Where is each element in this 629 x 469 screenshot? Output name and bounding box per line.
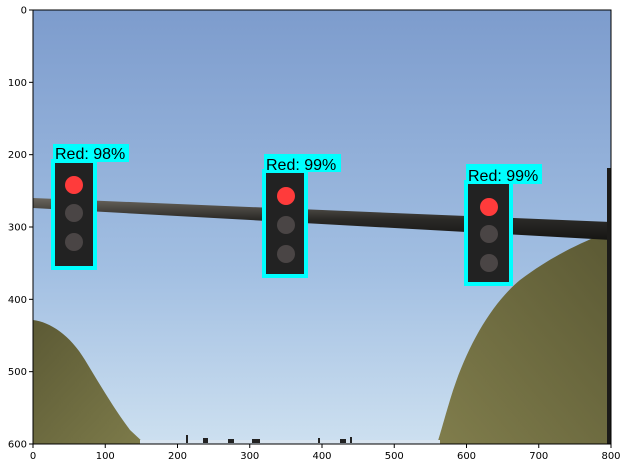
label-background [264,154,341,172]
label-background [466,164,542,184]
x-tick-label: 100 [96,451,115,462]
x-tick-label: 700 [529,451,548,462]
right-hill [437,230,611,444]
off-light-icon [277,216,295,234]
detection-2: Red: 99% [262,154,341,278]
x-tick-label: 600 [457,451,476,462]
y-tick-label: 500 [8,367,27,378]
red-light-icon [480,198,498,216]
red-light-icon [277,187,295,205]
left-hill [33,320,145,444]
label-background [53,144,129,162]
detection-label: Red: 98% [55,146,125,163]
detection-1: Red: 98% [51,144,129,270]
y-tick-label: 600 [8,440,27,451]
y-tick-label: 100 [8,78,27,89]
x-tick-label: 200 [168,451,187,462]
x-tick-label: 500 [385,451,404,462]
off-light-icon [65,204,83,222]
red-light-icon [65,176,83,194]
y-tick-label: 200 [8,150,27,161]
off-light-icon [480,254,498,272]
distant-structures [186,435,352,443]
pole-vertical [607,168,611,444]
y-tick-label: 0 [21,6,27,17]
detection-3: Red: 99% [464,164,542,286]
x-tick-label: 300 [240,451,259,462]
y-tick-label: 300 [8,223,27,234]
off-light-icon [65,233,83,251]
x-axis: 0 100 200 300 400 500 600 700 800 [30,444,621,462]
off-light-icon [480,225,498,243]
x-tick-label: 800 [601,451,620,462]
off-light-icon [277,245,295,263]
horizon-strip [140,440,440,444]
y-axis: 0 100 200 300 400 500 600 [8,6,33,451]
image-area [33,10,611,444]
x-tick-label: 0 [30,451,36,462]
y-tick-label: 400 [8,295,27,306]
detection-label: Red: 99% [266,157,336,174]
detection-label: Red: 99% [468,168,538,185]
x-tick-label: 400 [312,451,331,462]
